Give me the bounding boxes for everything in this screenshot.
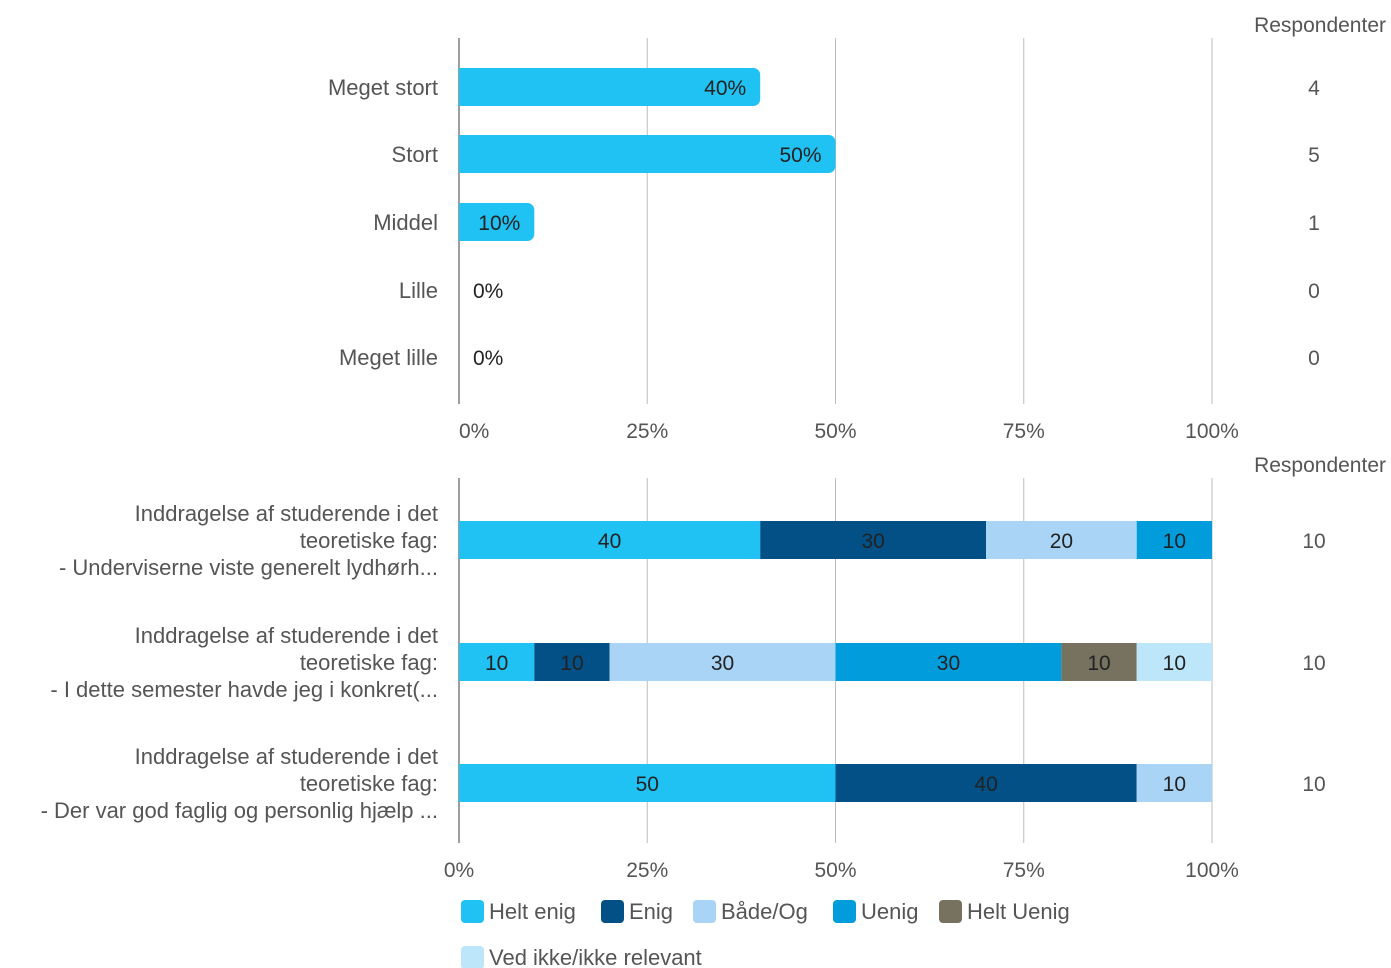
category-label-line: teoretiske fag: — [300, 771, 438, 796]
segment-label: 20 — [1050, 530, 1073, 553]
bar-segment — [609, 643, 836, 681]
bar-segment — [459, 521, 761, 559]
bar-flat-edge — [459, 135, 469, 173]
x-tick-label: 0% — [459, 420, 489, 443]
x-tick-label: 0% — [444, 859, 474, 882]
segment-label: 10 — [560, 652, 583, 675]
segment-label: 30 — [861, 530, 884, 553]
category-label-line: - I dette semester havde jeg i konkret(.… — [50, 677, 438, 702]
respondents-header: Respondenter — [1254, 454, 1386, 477]
category-label: Meget lille — [339, 345, 438, 370]
respondents-count: 5 — [1308, 144, 1320, 167]
data-label: 40% — [704, 77, 746, 100]
bar-segment — [1061, 643, 1137, 681]
respondents-count: 10 — [1302, 773, 1325, 796]
segment-label: 30 — [937, 652, 960, 675]
category-label-line: teoretiske fag: — [300, 650, 438, 675]
legend-swatch — [601, 900, 624, 923]
bar-segment — [760, 521, 987, 559]
legend-swatch — [461, 946, 484, 968]
segment-label: 10 — [1163, 773, 1186, 796]
data-label: 50% — [779, 144, 821, 167]
bar-segment — [835, 643, 1062, 681]
segment-label: 10 — [1163, 652, 1186, 675]
category-label-line: Inddragelse af studerende i det — [135, 744, 438, 769]
respondents-header: Respondenter — [1254, 14, 1386, 37]
x-tick-label: 75% — [1003, 859, 1045, 882]
x-tick-label: 100% — [1185, 420, 1239, 443]
x-tick-label: 50% — [814, 420, 856, 443]
bar-segment — [459, 764, 836, 802]
segment-label: 40 — [974, 773, 997, 796]
category-label: Meget stort — [328, 75, 438, 100]
x-tick-label: 25% — [626, 420, 668, 443]
segment-label: 30 — [711, 652, 734, 675]
category-label: Lille — [399, 278, 438, 303]
legend-swatch — [939, 900, 962, 923]
bar-segment — [986, 521, 1137, 559]
data-label: 0% — [473, 280, 503, 303]
bar-segment — [459, 643, 535, 681]
legend-label: Uenig — [861, 899, 918, 924]
bar-segment — [1136, 521, 1212, 559]
legend-swatch — [461, 900, 484, 923]
category-label-line: - Underviserne viste generelt lydhørh... — [59, 555, 438, 580]
bar-segment — [835, 764, 1137, 802]
category-label: Stort — [392, 142, 438, 167]
x-tick-label: 25% — [626, 859, 668, 882]
category-label-line: Inddragelse af studerende i det — [135, 501, 438, 526]
bar-segment — [534, 643, 610, 681]
bar — [459, 135, 836, 173]
x-tick-label: 100% — [1185, 859, 1239, 882]
bar-segment — [1136, 643, 1212, 681]
bar-flat-edge — [459, 203, 469, 241]
chart-likert-stacked: 0% 25% 50% 75% 100% Respondenter Inddragelse a… — [41, 454, 1386, 882]
legend: Helt enig Enig Både/Og Uenig Helt Uenig Ved i… — [461, 899, 1070, 968]
segment-label: 50 — [636, 773, 659, 796]
segment-label: 10 — [485, 652, 508, 675]
segment-label: 10 — [1163, 530, 1186, 553]
category-label-line: teoretiske fag: — [300, 528, 438, 553]
respondents-count: 0 — [1308, 280, 1320, 303]
data-label: 10% — [478, 212, 520, 235]
legend-label: Enig — [629, 899, 673, 924]
legend-swatch — [833, 900, 856, 923]
x-tick-label: 50% — [814, 859, 856, 882]
bar — [459, 203, 535, 241]
category-label-line: Inddragelse af studerende i det — [135, 623, 438, 648]
legend-label: Ved ikke/ikke relevant — [489, 945, 702, 968]
bar-flat-edge — [459, 68, 469, 106]
legend-label: Helt Uenig — [967, 899, 1070, 924]
category-label-line: - Der var god faglig og personlig hjælp … — [41, 798, 438, 823]
respondents-count: 0 — [1308, 347, 1320, 370]
legend-label: Helt enig — [489, 899, 576, 924]
segment-label: 40 — [598, 530, 621, 553]
respondents-count: 4 — [1308, 77, 1320, 100]
data-label: 0% — [473, 347, 503, 370]
legend-swatch — [693, 900, 716, 923]
category-label: Middel — [373, 210, 438, 235]
respondents-count: 10 — [1302, 652, 1325, 675]
segment-label: 10 — [1087, 652, 1110, 675]
bar-segment — [1136, 764, 1212, 802]
respondents-count: 1 — [1308, 212, 1320, 235]
x-tick-label: 75% — [1003, 420, 1045, 443]
respondents-count: 10 — [1302, 530, 1325, 553]
bar — [459, 68, 761, 106]
legend-label: Både/Og — [721, 899, 808, 924]
